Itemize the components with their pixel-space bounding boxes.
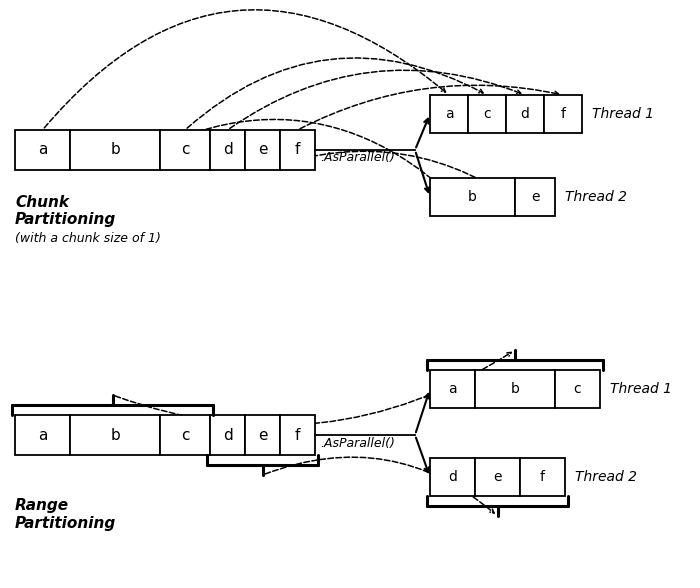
Text: .AsParallel(): .AsParallel() xyxy=(320,152,395,165)
Text: c: c xyxy=(483,107,491,121)
Text: b: b xyxy=(110,427,120,443)
Text: Chunk: Chunk xyxy=(15,195,69,210)
Text: d: d xyxy=(448,470,457,484)
Text: (with a chunk size of 1): (with a chunk size of 1) xyxy=(15,232,161,245)
Bar xyxy=(245,130,280,170)
Bar xyxy=(70,415,160,455)
Bar xyxy=(15,130,70,170)
Text: Range: Range xyxy=(15,498,69,513)
Text: Thread 1: Thread 1 xyxy=(610,382,672,396)
Text: c: c xyxy=(181,427,189,443)
Text: c: c xyxy=(181,142,189,158)
Text: c: c xyxy=(574,382,581,396)
Bar xyxy=(475,458,520,496)
Bar xyxy=(280,130,315,170)
Text: e: e xyxy=(258,427,267,443)
Bar xyxy=(70,130,160,170)
Bar xyxy=(430,458,475,496)
Text: a: a xyxy=(38,427,47,443)
Text: d: d xyxy=(521,107,529,121)
Text: f: f xyxy=(295,427,300,443)
Text: e: e xyxy=(258,142,267,158)
Bar xyxy=(210,130,245,170)
Bar xyxy=(280,415,315,455)
Bar xyxy=(160,415,210,455)
Text: Partitioning: Partitioning xyxy=(15,516,116,531)
Bar xyxy=(245,415,280,455)
Bar xyxy=(544,95,582,133)
Bar xyxy=(555,370,600,408)
Bar xyxy=(520,458,565,496)
Text: Thread 2: Thread 2 xyxy=(575,470,637,484)
Bar xyxy=(506,95,544,133)
Bar xyxy=(430,178,515,216)
Bar xyxy=(15,415,70,455)
Text: d: d xyxy=(223,427,232,443)
Text: a: a xyxy=(444,107,454,121)
Text: Thread 1: Thread 1 xyxy=(592,107,654,121)
Bar xyxy=(210,415,245,455)
Bar xyxy=(475,370,555,408)
Text: b: b xyxy=(110,142,120,158)
Bar xyxy=(515,178,555,216)
Text: b: b xyxy=(468,190,477,204)
Bar xyxy=(468,95,506,133)
Text: Thread 2: Thread 2 xyxy=(565,190,627,204)
Text: f: f xyxy=(295,142,300,158)
Bar xyxy=(430,95,468,133)
Text: a: a xyxy=(448,382,457,396)
Text: d: d xyxy=(223,142,232,158)
Text: f: f xyxy=(540,470,545,484)
Text: e: e xyxy=(494,470,502,484)
Text: a: a xyxy=(38,142,47,158)
Text: f: f xyxy=(561,107,566,121)
Text: Partitioning: Partitioning xyxy=(15,212,116,227)
Text: e: e xyxy=(531,190,539,204)
Bar xyxy=(160,130,210,170)
Bar xyxy=(430,370,475,408)
Text: .AsParallel(): .AsParallel() xyxy=(320,436,395,449)
Text: b: b xyxy=(510,382,519,396)
